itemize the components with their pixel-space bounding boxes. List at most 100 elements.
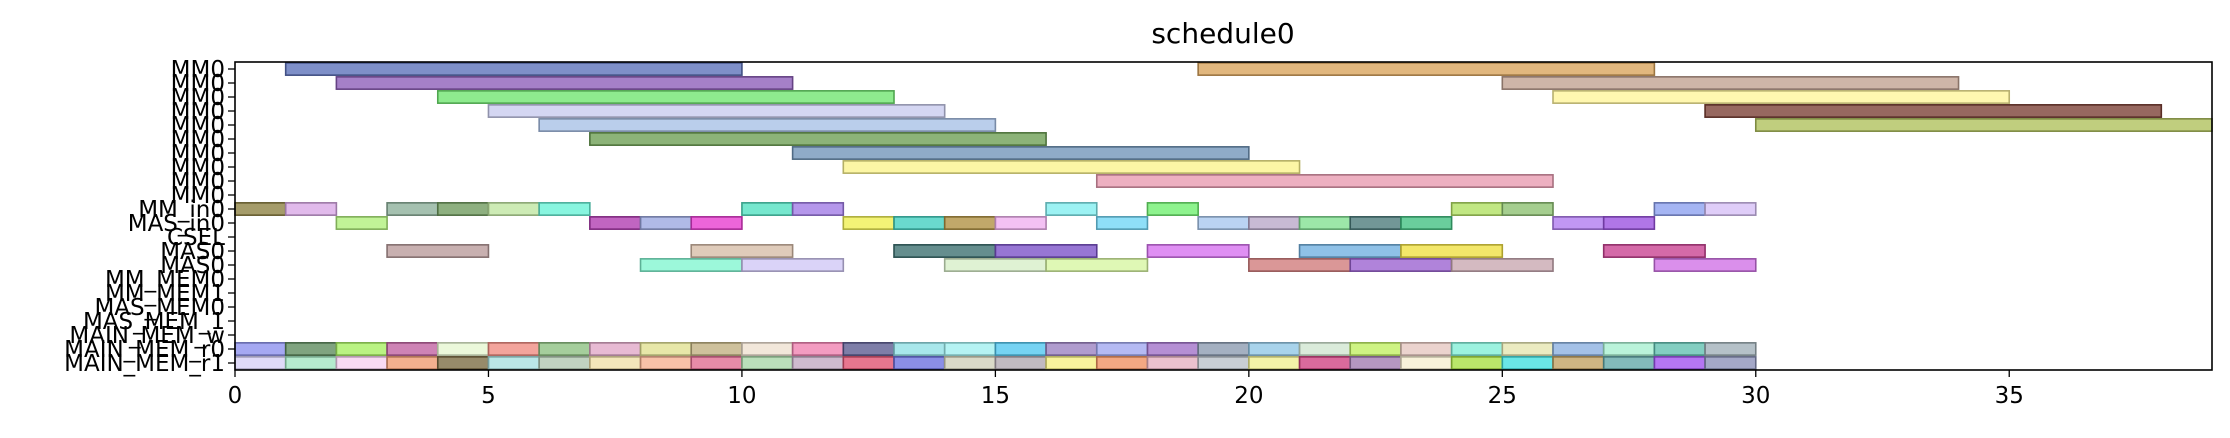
- plot-frame: [234, 61, 2213, 371]
- task-bar-84: [1450, 342, 1504, 356]
- x-tick-label-5: 25: [1488, 383, 1517, 409]
- task-bar-109: [1197, 356, 1250, 370]
- task-bar-56: [1248, 258, 1352, 272]
- task-bar-117: [1602, 356, 1656, 370]
- row-label-9: MM0: [171, 183, 225, 209]
- task-bar-83: [1400, 342, 1453, 356]
- task-bar-73: [893, 342, 946, 356]
- task-bar-100: [741, 356, 794, 370]
- task-bar-77: [1095, 342, 1149, 356]
- task-bar-45: [690, 244, 794, 258]
- task-bar-54: [943, 258, 1047, 272]
- task-bar-58: [1450, 258, 1554, 272]
- task-bar-60: [234, 342, 287, 356]
- task-bar-53: [741, 258, 845, 272]
- row-label-7: MM0: [171, 155, 225, 181]
- x-tick-label-0: 0: [228, 383, 243, 409]
- row-label-19: MAIN_MEM_w: [69, 323, 225, 349]
- task-bar-26: [1653, 202, 1706, 216]
- task-bar-37: [1197, 216, 1250, 230]
- task-bar-101: [791, 356, 845, 370]
- task-bar-86: [1552, 342, 1605, 356]
- task-bar-24: [1450, 202, 1504, 216]
- x-tick-label-2: 10: [727, 383, 756, 409]
- task-bar-17: [436, 202, 490, 216]
- task-bar-105: [994, 356, 1047, 370]
- task-bar-91: [284, 356, 338, 370]
- chart-title: schedule0: [1151, 17, 1294, 50]
- row-label-8: MM0: [171, 169, 225, 195]
- task-bar-4: [436, 90, 895, 104]
- task-bar-104: [943, 356, 997, 370]
- task-bar-46: [893, 244, 997, 258]
- task-bar-78: [1146, 342, 1199, 356]
- task-bar-41: [1400, 216, 1453, 230]
- task-bar-32: [842, 216, 895, 230]
- task-bar-113: [1400, 356, 1453, 370]
- task-bar-9: [1754, 118, 2213, 132]
- task-bar-88: [1653, 342, 1706, 356]
- task-bar-21: [791, 202, 845, 216]
- row-label-10: MM_in0: [138, 197, 225, 223]
- row-label-16: MM_MEM1: [105, 281, 225, 307]
- task-bar-13: [1095, 174, 1554, 188]
- row-label-2: MM0: [171, 85, 225, 111]
- row-label-6: MM0: [171, 141, 225, 167]
- task-bar-44: [386, 244, 490, 258]
- task-bar-10: [589, 132, 1047, 146]
- row-label-21: MAIN_MEM_r1: [64, 351, 225, 377]
- row-label-12: CSEL: [167, 225, 225, 251]
- task-bar-43: [1602, 216, 1656, 230]
- task-bar-23: [1146, 202, 1199, 216]
- task-bar-55: [1045, 258, 1149, 272]
- task-bar-48: [1146, 244, 1250, 258]
- task-bar-35: [994, 216, 1047, 230]
- task-bar-82: [1349, 342, 1402, 356]
- task-bar-27: [1704, 202, 1757, 216]
- row-label-17: MAS_MEM0: [94, 295, 225, 321]
- x-axis-ticks: 0 5 10 15 20 25 30 35: [228, 370, 2024, 409]
- task-bar-34: [943, 216, 997, 230]
- task-bar-3: [1501, 76, 1960, 90]
- task-bar-6: [487, 104, 946, 118]
- task-bar-69: [690, 342, 743, 356]
- task-bar-66: [538, 342, 591, 356]
- task-bar-90: [234, 356, 287, 370]
- task-bar-87: [1602, 342, 1656, 356]
- task-bar-103: [893, 356, 946, 370]
- x-tick-label-7: 35: [1995, 383, 2024, 409]
- row-label-5: MM0: [171, 127, 225, 153]
- task-bar-16: [386, 202, 439, 216]
- task-bar-63: [386, 342, 439, 356]
- row-labels: MM0MM0MM0MM0MM0MM0MM0MM0MM0MM0MM_in0MAS_…: [64, 57, 235, 377]
- row-label-0: MM0: [171, 57, 225, 83]
- task-bar-96: [538, 356, 591, 370]
- task-bar-80: [1248, 342, 1301, 356]
- row-label-11: MAS_in0: [128, 211, 225, 237]
- row-label-13: MAS0: [160, 239, 225, 265]
- row-label-1: MM0: [171, 71, 225, 97]
- task-bar-99: [690, 356, 743, 370]
- task-bar-68: [639, 342, 693, 356]
- task-bar-57: [1349, 258, 1453, 272]
- task-bar-31: [690, 216, 743, 230]
- task-bar-95: [487, 356, 540, 370]
- task-bar-119: [1704, 356, 1757, 370]
- task-bar-14: [234, 202, 287, 216]
- task-bar-114: [1450, 356, 1504, 370]
- row-label-15: MM_MEM0: [105, 267, 225, 293]
- task-bar-33: [893, 216, 946, 230]
- task-bar-116: [1552, 356, 1605, 370]
- task-bar-94: [436, 356, 490, 370]
- task-bar-85: [1501, 342, 1554, 356]
- task-bar-65: [487, 342, 540, 356]
- task-bar-70: [741, 342, 794, 356]
- task-bar-11: [791, 146, 1250, 160]
- task-bar-107: [1095, 356, 1149, 370]
- task-bar-28: [335, 216, 388, 230]
- task-bar-112: [1349, 356, 1402, 370]
- task-bar-72: [842, 342, 895, 356]
- x-tick-label-6: 30: [1741, 383, 1770, 409]
- x-tick-label-3: 15: [981, 383, 1010, 409]
